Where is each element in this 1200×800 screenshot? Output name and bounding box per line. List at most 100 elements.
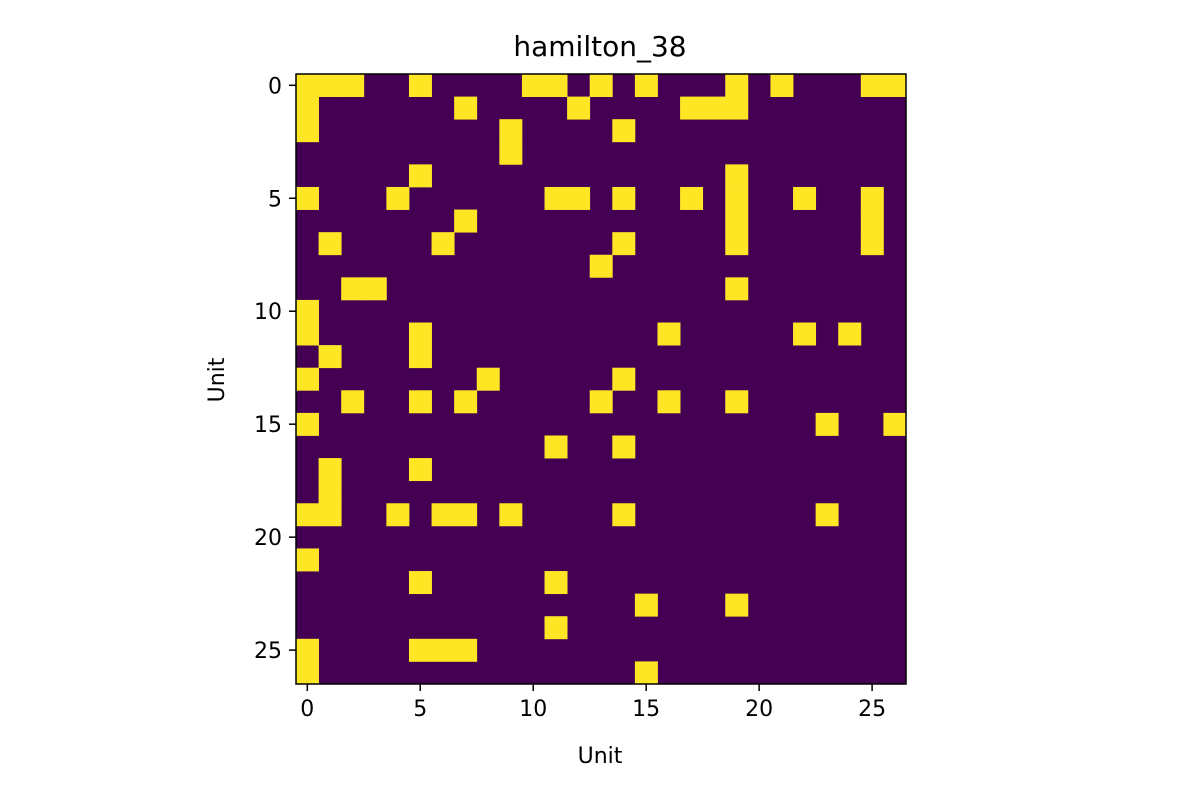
heatmap-cell	[318, 345, 342, 369]
heatmap-cell	[544, 616, 568, 640]
heatmap-cell	[544, 571, 568, 595]
heatmap-cell	[318, 458, 342, 482]
heatmap-cell	[883, 74, 907, 97]
heatmap-cell	[408, 571, 432, 595]
heatmap-cell	[499, 119, 523, 143]
heatmap-cell	[657, 390, 681, 414]
heatmap-cell	[454, 390, 478, 414]
x-tick-label: 0	[300, 697, 314, 722]
heatmap-cell	[860, 186, 884, 210]
heatmap-cell	[838, 322, 862, 346]
heatmap-cell	[476, 367, 500, 391]
heatmap-cell	[860, 209, 884, 233]
heatmap-cell	[296, 548, 319, 572]
heatmap-cell	[725, 164, 749, 188]
heatmap-cell	[634, 74, 658, 97]
heatmap-cell	[363, 277, 387, 301]
heatmap-cell	[296, 74, 319, 97]
x-tick-label: 5	[413, 697, 427, 722]
x-axis: 0 5 10 15 20 25	[300, 684, 886, 722]
heatmap-cell	[634, 593, 658, 617]
heatmap-cell	[499, 503, 523, 527]
heatmap-cell	[725, 96, 749, 120]
heatmap-plot-area	[295, 73, 907, 685]
heatmap-cell	[860, 232, 884, 256]
heatmap-cell	[793, 186, 817, 210]
heatmap-cell	[657, 322, 681, 346]
heatmap-cell	[386, 503, 410, 527]
heatmap-cell	[770, 74, 794, 97]
x-tick-label: 20	[745, 697, 773, 722]
heatmap-cell	[725, 209, 749, 233]
heatmap-cell	[702, 96, 726, 120]
x-tick-label: 25	[858, 697, 886, 722]
heatmap-cell	[815, 503, 839, 527]
heatmap-cell	[431, 638, 455, 662]
heatmap-cell	[318, 74, 342, 97]
heatmap-cell	[296, 119, 319, 143]
y-tick-label: 25	[254, 639, 282, 664]
heatmap-cell	[386, 186, 410, 210]
heatmap-cell	[454, 96, 478, 120]
heatmap-cell	[612, 367, 636, 391]
heatmap-cell	[544, 74, 568, 97]
heatmap-cell	[296, 412, 319, 436]
heatmap-cell	[589, 390, 613, 414]
heatmap-cell	[431, 503, 455, 527]
heatmap-cell	[612, 119, 636, 143]
heatmap-cell	[341, 74, 365, 97]
heatmap-cell	[296, 503, 319, 527]
heatmap-cell	[296, 661, 319, 685]
heatmap-cell	[341, 277, 365, 301]
heatmap-cell	[725, 232, 749, 256]
heatmap-cell	[883, 412, 907, 436]
heatmap-cell	[296, 638, 319, 662]
heatmap-cell	[589, 254, 613, 278]
heatmap-cell	[544, 186, 568, 210]
heatmap-cell	[793, 322, 817, 346]
heatmap-cell	[318, 480, 342, 504]
y-axis-label: Unit	[205, 357, 230, 402]
heatmap-cell	[725, 277, 749, 301]
heatmap-cell	[589, 74, 613, 97]
heatmap-cell	[544, 435, 568, 459]
heatmap-cell	[567, 96, 591, 120]
heatmap-cell	[341, 390, 365, 414]
heatmap-cell	[296, 322, 319, 346]
heatmap-cell	[612, 435, 636, 459]
heatmap-cell	[680, 186, 704, 210]
heatmap-cell	[408, 390, 432, 414]
heatmap-cell	[860, 74, 884, 97]
heatmap-cell	[408, 164, 432, 188]
heatmap-cell	[634, 661, 658, 685]
heatmap-cell	[408, 458, 432, 482]
heatmap-cell	[431, 232, 455, 256]
x-tick-label: 10	[519, 697, 547, 722]
heatmap-cell	[499, 141, 523, 165]
y-axis: 0 5 10 15 20 25	[254, 74, 296, 664]
heatmap-cell	[318, 503, 342, 527]
heatmap-cell	[612, 232, 636, 256]
heatmap-cell	[521, 74, 545, 97]
heatmap-cell	[680, 96, 704, 120]
x-axis-label: Unit	[578, 744, 623, 769]
heatmap-cell	[725, 74, 749, 97]
y-tick-label: 5	[268, 187, 282, 212]
heatmap-cell	[815, 412, 839, 436]
x-tick-label: 15	[632, 697, 660, 722]
chart-title: hamilton_38	[513, 30, 686, 63]
heatmap-cell	[725, 593, 749, 617]
heatmap-cell	[454, 503, 478, 527]
plot-frame	[295, 73, 907, 685]
heatmap-cell	[296, 96, 319, 120]
heatmap-cell	[408, 322, 432, 346]
heatmap-cell	[612, 186, 636, 210]
heatmap-cell	[408, 345, 432, 369]
heatmap-cell	[725, 186, 749, 210]
y-tick-label: 20	[254, 526, 282, 551]
heatmap-cell	[454, 209, 478, 233]
y-tick-label: 0	[268, 74, 282, 99]
heatmap-cell	[454, 638, 478, 662]
y-tick-label: 15	[254, 413, 282, 438]
